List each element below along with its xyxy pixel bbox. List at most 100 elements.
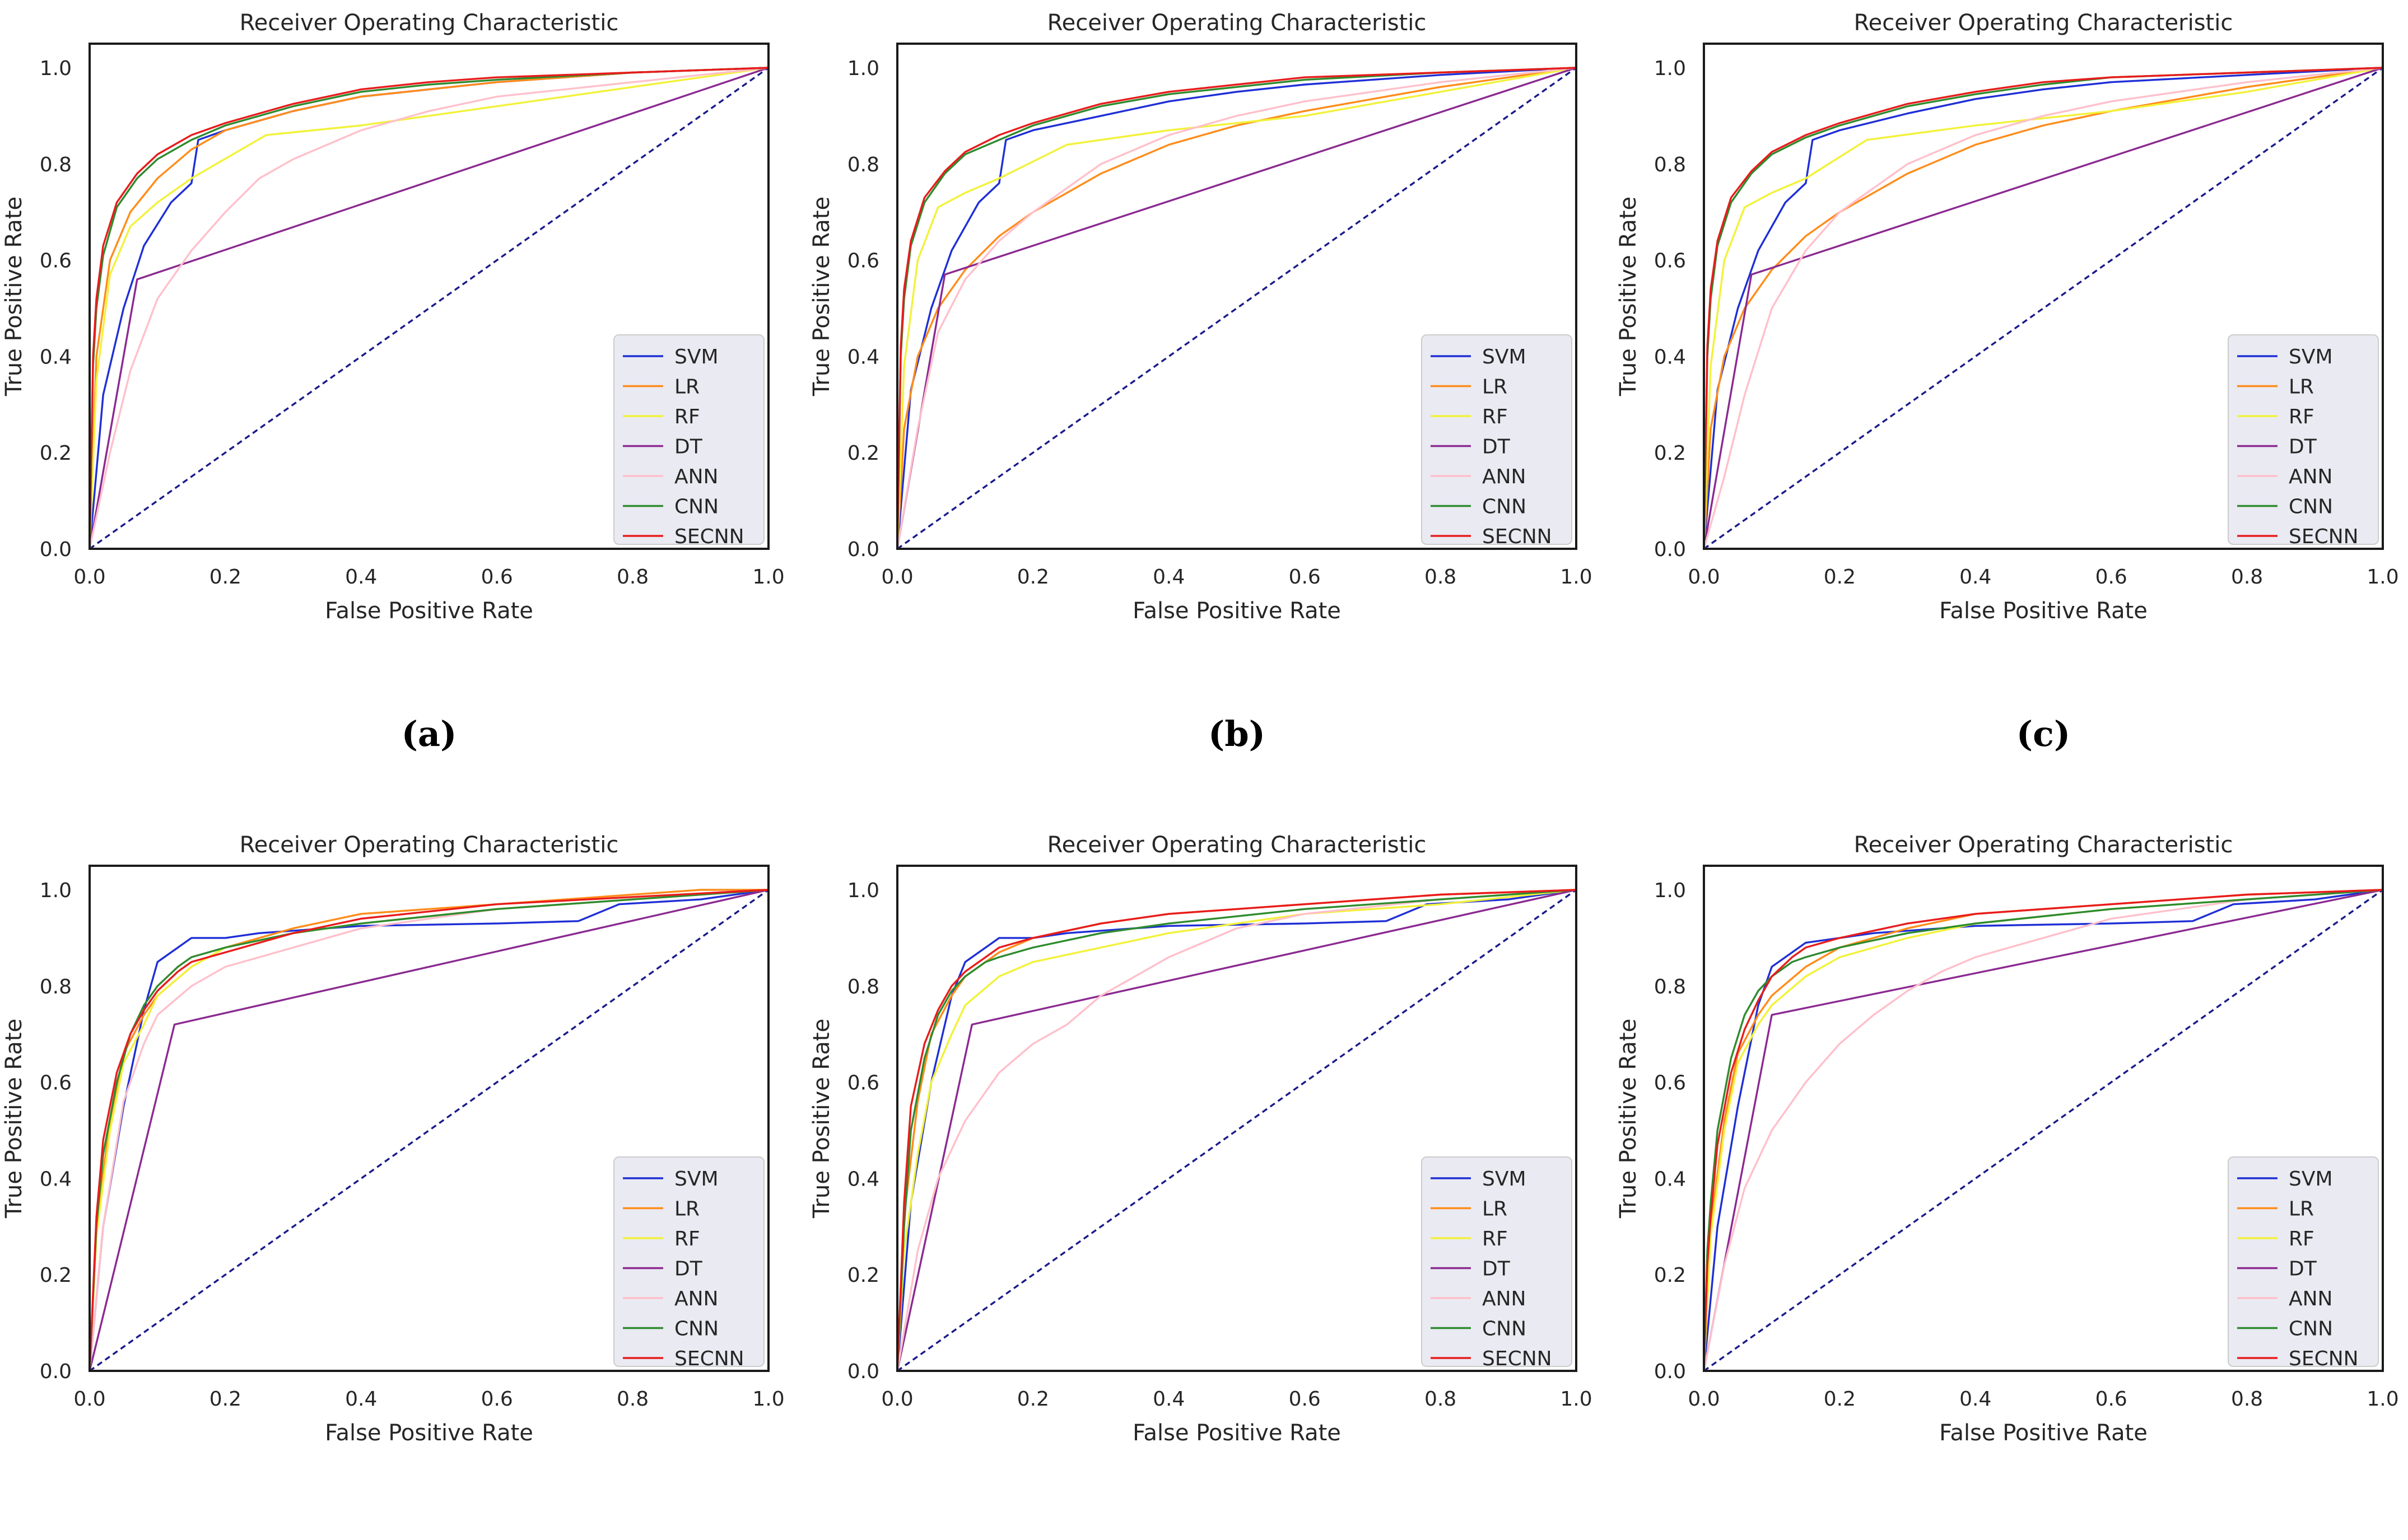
x-tick-label: 0.8 (1424, 566, 1456, 589)
legend-label-dt: DT (674, 436, 703, 459)
x-tick-label: 0.8 (2231, 1388, 2263, 1411)
legend-label-cnn: CNN (2289, 496, 2333, 519)
legend-label-rf: RF (1482, 405, 1508, 428)
panel-caption: (e) (1209, 1536, 1264, 1540)
legend-label-dt: DT (2289, 436, 2317, 459)
legend-label-cnn: CNN (2289, 1318, 2333, 1341)
legend-label-ann: ANN (674, 465, 719, 488)
roc-curve-secnn (897, 67, 1576, 549)
roc-curve-cnn (90, 889, 768, 1371)
x-tick-label: 0.2 (1017, 566, 1049, 589)
roc-curve-rf (90, 67, 768, 549)
roc-curve-ann (1704, 67, 2383, 549)
y-tick-label: 1.0 (847, 879, 879, 902)
y-tick-label: 0.8 (1654, 976, 1686, 998)
legend-label-secnn: SECNN (674, 1347, 744, 1370)
x-tick-label: 0.8 (2231, 566, 2263, 589)
legend-label-svm: SVM (1482, 346, 1526, 368)
y-axis-label: True Positive Rate (1, 1019, 27, 1219)
legend-label-secnn: SECNN (674, 525, 744, 548)
legend: SVM LR RF DT ANN CNN SECNN (613, 1156, 765, 1370)
y-tick-label: 0.6 (40, 1072, 72, 1095)
y-tick-label: 0.0 (40, 538, 72, 561)
legend-label-cnn: CNN (674, 496, 719, 519)
legend-label-rf: RF (674, 1228, 700, 1250)
panel-caption: (b) (1208, 713, 1265, 754)
y-tick-label: 0.6 (847, 250, 879, 273)
roc-curve-cnn (1704, 889, 2383, 1371)
x-tick-label: 1.0 (752, 1388, 784, 1411)
y-axis-label: True Positive Rate (1, 197, 27, 396)
roc-curve-lr (90, 67, 768, 549)
x-tick-label: 0.6 (1289, 566, 1321, 589)
x-axis-label: False Positive Rate (1939, 1420, 2148, 1446)
x-tick-label: 1.0 (1560, 566, 1592, 589)
x-tick-label: 0.2 (1824, 1388, 1856, 1411)
chart-title: Receiver Operating Characteristic (240, 832, 619, 858)
x-tick-label: 0.8 (1424, 1388, 1456, 1411)
roc-curve-ann (90, 67, 768, 549)
legend-label-svm: SVM (1482, 1168, 1526, 1191)
legend-label-secnn: SECNN (2289, 1347, 2359, 1370)
legend-label-rf: RF (2289, 1228, 2314, 1250)
legend-label-rf: RF (674, 405, 700, 428)
axes-frame (1703, 43, 2384, 550)
y-axis-label: True Positive Rate (1615, 1019, 1641, 1219)
chance-diagonal-line (1704, 889, 2383, 1371)
roc-curve-dt (90, 67, 768, 549)
roc-curve-cnn (897, 889, 1576, 1371)
roc-panel: Receiver Operating Characteristic 0.0 0.2 0… (1, 10, 785, 754)
x-tick-label: 0.4 (1153, 1388, 1185, 1411)
roc-curve-svm (1704, 67, 2383, 549)
chart-title: Receiver Operating Characteristic (1854, 832, 2233, 858)
y-tick-label: 0.2 (40, 1264, 72, 1287)
legend-label-cnn: CNN (1482, 1318, 1526, 1341)
legend-label-cnn: CNN (674, 1318, 719, 1341)
chance-diagonal-line (897, 67, 1576, 549)
x-tick-label: 0.4 (1153, 566, 1185, 589)
y-tick-label: 0.4 (1654, 1168, 1686, 1191)
x-tick-label: 0.4 (345, 566, 377, 589)
axes-frame (896, 865, 1577, 1372)
legend-label-dt: DT (2289, 1258, 2317, 1281)
legend-box (2228, 334, 2379, 545)
legend-label-ann: ANN (2289, 465, 2333, 488)
roc-panel: Receiver Operating Characteristic 0.0 0.2 0… (1615, 10, 2399, 754)
roc-curve-secnn (897, 889, 1576, 1371)
y-tick-label: 1.0 (847, 57, 879, 80)
x-tick-label: 0.6 (2095, 1388, 2127, 1411)
legend-label-dt: DT (674, 1258, 703, 1281)
x-tick-label: 0.0 (73, 566, 105, 589)
roc-panel: Receiver Operating Characteristic 0.0 0.2 0… (1615, 832, 2399, 1540)
x-tick-label: 0.4 (1959, 566, 1991, 589)
axes-frame (89, 43, 770, 550)
y-tick-label: 0.8 (40, 153, 72, 176)
x-tick-label: 1.0 (2367, 566, 2398, 589)
x-tick-label: 0.6 (481, 566, 513, 589)
roc-curve-secnn (90, 889, 768, 1371)
y-tick-label: 0.0 (40, 1360, 72, 1383)
y-tick-label: 0.4 (847, 1168, 879, 1191)
legend-label-rf: RF (1482, 1228, 1508, 1250)
x-tick-label: 0.0 (1688, 566, 1720, 589)
roc-curve-ann (1704, 889, 2383, 1371)
roc-panel: Receiver Operating Characteristic 0.0 0.2 0… (809, 832, 1592, 1540)
roc-curve-dt (90, 889, 768, 1371)
x-axis-label: False Positive Rate (325, 1420, 533, 1446)
y-tick-label: 1.0 (40, 879, 72, 902)
y-tick-label: 0.0 (847, 538, 879, 561)
curves (90, 67, 768, 549)
y-axis-label: True Positive Rate (809, 197, 835, 396)
x-tick-label: 0.6 (2095, 566, 2127, 589)
legend-label-ann: ANN (1482, 1287, 1526, 1310)
legend-label-lr: LR (2289, 1198, 2314, 1221)
y-tick-label: 0.4 (40, 1168, 72, 1191)
legend-label-svm: SVM (674, 1168, 719, 1191)
x-tick-label: 0.6 (1289, 1388, 1321, 1411)
roc-curve-ann (897, 67, 1576, 549)
y-tick-label: 0.2 (847, 442, 879, 465)
y-tick-label: 0.4 (40, 346, 72, 368)
y-tick-label: 0.0 (1654, 1360, 1686, 1383)
panel-caption: (a) (402, 713, 457, 754)
legend-label-secnn: SECNN (2289, 525, 2359, 548)
